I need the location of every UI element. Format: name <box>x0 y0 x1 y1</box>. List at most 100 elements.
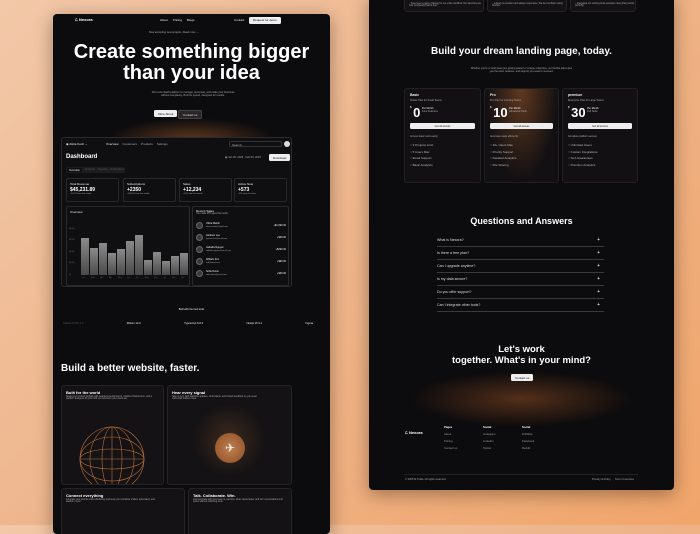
bar-oct <box>162 261 170 275</box>
tools-row: Tailwind CSS 4.0 Motion 12.0 Typescript … <box>63 322 313 325</box>
customer-name: Jackson Lee <box>206 234 221 237</box>
download-button[interactable]: Download <box>269 154 291 161</box>
customer-name: Sofia Davis <box>206 270 219 273</box>
plan-feature: ○ Basic Analytics <box>410 163 475 167</box>
hero-subtitle: All-in-one SaaS platform to manage, auto… <box>151 91 235 98</box>
search-input[interactable]: Search... <box>229 140 282 147</box>
announcement-link[interactable]: Now accepting new projects. Read more → <box>149 31 199 34</box>
check-circle-icon: ○ <box>410 162 413 167</box>
plan-feature: ○ Premium Analytics <box>568 163 632 167</box>
logo[interactable]: ℒ Nexora <box>75 17 93 22</box>
plan-tag: Full Suite <box>587 110 598 113</box>
more-about-button[interactable]: More About <box>154 110 178 117</box>
footer-column: Pages About Pricing Contact us <box>444 424 457 452</box>
cta-contact-button[interactable]: Contact us <box>511 374 534 381</box>
stat-card: Active Now +573 +201 since last hour <box>234 178 287 202</box>
dash-nav-customers[interactable]: Customers <box>122 142 138 146</box>
nav-contact[interactable]: Contact <box>234 18 245 22</box>
footer-link[interactable]: Instagram <box>483 432 496 436</box>
get-access-button[interactable]: Get all access <box>410 123 475 129</box>
x-tick-label: Mar <box>100 277 104 279</box>
nav-blogs[interactable]: Blogs <box>187 18 195 22</box>
plus-icon[interactable]: + <box>597 237 600 243</box>
faq-item[interactable]: Can I integrate other tools? + <box>437 300 604 312</box>
tab-analytics[interactable]: Analytics <box>84 168 96 171</box>
plan-feature: ○ 5 Users Max <box>410 150 475 154</box>
nav-about[interactable]: About <box>160 18 168 22</box>
overview-chart: Overview $0 $1500 $3000 $4500 $6000 Jan Feb Mar… <box>66 206 190 286</box>
dash-nav-products[interactable]: Products <box>141 142 153 146</box>
recent-sale-row: William Kim will@email.com +$99.00 <box>196 258 288 270</box>
plan-description: Starter Plan for Small Teams <box>410 99 442 102</box>
footer-link[interactable]: Twitter <box>483 446 492 450</box>
get-access-button[interactable]: Get all access <box>568 123 632 129</box>
plan-feature: ○ 3 Projects Limit <box>410 143 475 147</box>
tool-figma: Figma <box>305 322 313 325</box>
plus-icon[interactable]: + <box>597 276 600 282</box>
faq-item[interactable]: What is Nexora? + <box>437 235 604 247</box>
customer-avatar <box>196 258 203 265</box>
y-tick-label: $6000 <box>69 227 75 230</box>
bar-nov <box>171 256 179 275</box>
footer-link[interactable]: Pricing <box>444 439 453 443</box>
footer-logo[interactable]: ℒ Nexora <box>405 430 423 435</box>
pricing-subtitle: Whether you're a small team just getting… <box>470 67 573 74</box>
plan-feature: ○ Priority Support <box>490 150 553 154</box>
bar-sep <box>153 251 161 275</box>
plan-feature: ○ 20+ Users Max <box>490 143 553 147</box>
plus-icon[interactable]: + <box>597 263 600 269</box>
date-range-picker[interactable]: ▣ Jan 20, 2023 - Feb 09, 2023 <box>225 156 261 159</box>
sale-amount: +$299.00 <box>275 247 287 251</box>
faq-item[interactable]: Do you offer support? + <box>437 287 604 299</box>
footer-link[interactable]: About <box>444 432 452 436</box>
faq-item[interactable]: Can I upgrade anytime? + <box>437 261 604 273</box>
customer-avatar <box>196 270 203 277</box>
faq-item[interactable]: Is my data secure? + <box>437 274 604 286</box>
dashboard-preview: ◉ Alicia Koch ⌄ Overview Customers Produ… <box>61 137 292 287</box>
bar-jul <box>135 235 143 275</box>
tab-overview[interactable]: Overview <box>67 168 82 172</box>
dash-nav-overview[interactable]: Overview <box>106 142 119 146</box>
dashboard-title: Dashboard <box>66 154 98 160</box>
footer-column: Social Dribbble Facebook Reddit <box>522 424 534 452</box>
privacy-link[interactable]: Privacy & Policy <box>592 478 611 481</box>
feature-title: Talk. Collaborate. Win. <box>193 493 236 498</box>
plan-period: Per Month Full Suite <box>587 107 599 113</box>
y-tick-label: $4500 <box>69 239 75 241</box>
contact-us-button[interactable]: Contact us <box>178 110 203 119</box>
customer-name: Olivia Martin <box>206 222 220 225</box>
dash-nav-settings[interactable]: Settings <box>156 142 168 146</box>
team-switcher[interactable]: ◉ Alicia Koch ⌄ <box>66 142 88 146</box>
footer-link[interactable]: Facebook <box>522 439 535 443</box>
request-demo-button[interactable]: Request for demo <box>249 16 281 24</box>
plan-period-label: Per Month <box>421 107 434 110</box>
user-avatar[interactable] <box>284 140 290 147</box>
footer-link[interactable]: Reddit <box>522 446 531 450</box>
tab-notifications[interactable]: Notifications <box>110 168 125 171</box>
stat-card: Sales +12,234 +19% from last month <box>179 178 232 202</box>
faq-item[interactable]: Is there a free plan? + <box>437 248 604 260</box>
cta-title: Let's work together. What's in your mind? <box>452 344 591 366</box>
feature-label: 3 Projects Limit <box>412 143 434 147</box>
faq-question: Is there a free plan? <box>437 251 469 255</box>
footer-link[interactable]: Dribbble <box>522 432 533 436</box>
plus-icon[interactable]: + <box>597 250 600 256</box>
feature-card-world: Built for the world Scale your product g… <box>61 385 164 485</box>
x-tick-label: Jun <box>127 277 131 279</box>
plan-feature: ○ Unlimited Users <box>568 143 632 147</box>
feature-title: Connect everything <box>66 493 104 498</box>
bar-aug <box>144 259 152 275</box>
x-tick-label: Oct <box>163 277 167 279</box>
get-access-button[interactable]: Get all access <box>490 123 553 129</box>
feature-text: Communicate with your team in real time,… <box>193 499 283 503</box>
tab-reports[interactable]: Reports <box>98 168 108 171</box>
footer-column-title: Social <box>522 425 531 429</box>
plan-period: Per Month Advanced Tools <box>509 107 527 113</box>
footer-link[interactable]: LinkedIn <box>483 439 494 443</box>
plus-icon[interactable]: + <box>597 289 600 295</box>
terms-link[interactable]: Term of services <box>615 478 634 481</box>
plus-icon[interactable]: + <box>597 302 600 308</box>
footer-link[interactable]: Contact us <box>444 446 458 450</box>
nav-pricing[interactable]: Pricing <box>172 18 183 22</box>
plan-name: Basic <box>410 93 420 97</box>
